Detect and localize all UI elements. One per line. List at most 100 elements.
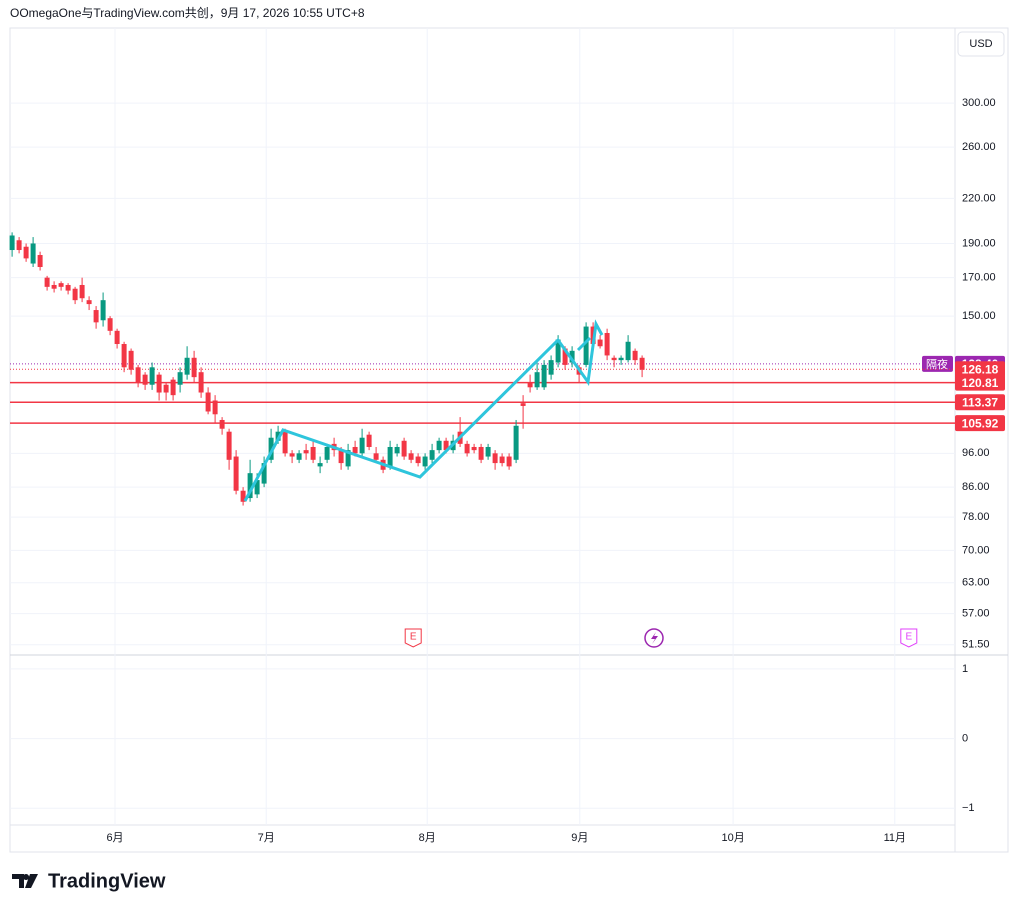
currency-button[interactable] — [957, 31, 1005, 57]
y-tick-label: 190.00 — [962, 237, 996, 249]
candle-body — [429, 450, 435, 460]
brand: TradingView — [48, 870, 166, 892]
candle-body — [247, 473, 253, 499]
x-tick-label: 10月 — [721, 832, 744, 844]
candle-body — [233, 456, 239, 491]
candle-body — [149, 367, 155, 385]
y-tick-label: 96.00 — [962, 447, 990, 459]
candle-body — [527, 382, 533, 388]
candle-body — [506, 456, 512, 467]
candle-body — [205, 392, 211, 412]
price-label-box — [955, 374, 1005, 391]
x-tick-label: 11月 — [884, 832, 906, 844]
candle-body — [317, 463, 323, 467]
candle-body — [394, 446, 400, 454]
logo-mark — [12, 874, 38, 888]
y-tick-label: 1 — [962, 663, 968, 675]
candle-body — [177, 372, 183, 385]
currency: USD — [969, 38, 992, 50]
candle-body — [485, 446, 491, 457]
candle-body — [107, 318, 113, 331]
candle-body — [471, 446, 477, 451]
event-badge — [900, 628, 918, 648]
price-label-box — [955, 415, 1005, 432]
x-tick-label: 6月 — [106, 832, 123, 844]
candle-body — [611, 357, 617, 361]
candle-body — [72, 288, 78, 301]
plot: 6月 7月 8月 9月 10月 11月300.00260.00220.00190.0017… — [9, 28, 1005, 844]
candle-body — [79, 284, 85, 299]
candle-body — [9, 235, 15, 251]
candle-body — [65, 284, 71, 291]
candle-body — [51, 284, 57, 289]
candle-body — [345, 450, 351, 467]
event-icon — [651, 632, 658, 644]
candle-body — [639, 357, 645, 370]
event-badge — [404, 628, 422, 648]
y-tick-label: 78.00 — [962, 511, 990, 523]
price-label-box — [955, 394, 1005, 411]
price-label: 120.81 — [962, 376, 999, 390]
candle-body — [499, 456, 505, 464]
candle-body — [58, 283, 64, 287]
x-tick-label: 9月 — [571, 832, 588, 844]
price-label-box — [955, 361, 1005, 378]
candle-body — [198, 372, 204, 393]
candle-body — [289, 453, 295, 457]
y-tick-label: 0 — [962, 732, 968, 744]
candle-body — [268, 437, 274, 460]
candle-body — [121, 344, 127, 368]
candle-body — [555, 339, 561, 363]
price-label: 105.92 — [962, 416, 999, 430]
candle-body — [86, 300, 92, 305]
candle-body — [562, 348, 568, 365]
candle-body — [366, 434, 372, 447]
candle-body — [44, 277, 50, 287]
candle-body — [163, 384, 169, 393]
candle-body — [464, 443, 470, 454]
y-tick-label: 63.00 — [962, 577, 990, 589]
candle-body — [303, 450, 309, 454]
candle-body — [436, 440, 442, 451]
chart-frame — [9, 27, 1009, 853]
zigzag-drawing — [243, 319, 604, 502]
candle-body — [212, 400, 218, 415]
event-label: E — [905, 632, 912, 643]
candle-body — [296, 453, 302, 460]
candle-body — [219, 419, 225, 429]
y-tick-label: 220.00 — [962, 192, 996, 204]
candle-body — [618, 357, 624, 361]
candle-body — [415, 456, 421, 464]
session-tag: 隔夜 — [926, 357, 948, 371]
y-tick-label: 70.00 — [962, 544, 990, 556]
candle-body — [324, 446, 330, 460]
candle-body — [478, 446, 484, 460]
price-label: 113.37 — [962, 395, 998, 409]
candle-body — [583, 326, 589, 365]
candle-body — [541, 364, 547, 388]
candle-body — [604, 332, 610, 356]
candle-body — [534, 372, 540, 388]
candle-body — [597, 339, 603, 347]
candle-body — [310, 446, 316, 460]
candle-body — [128, 350, 134, 370]
zigzag-drawing — [576, 336, 592, 352]
candle-body — [23, 246, 29, 259]
candle-body — [373, 453, 379, 460]
candle-body — [352, 446, 358, 454]
candle-body — [520, 403, 526, 406]
candle-body — [156, 374, 162, 393]
candle-body — [261, 463, 267, 484]
candle-body — [408, 453, 414, 460]
candle-body — [282, 431, 288, 454]
y-tick-label: −1 — [962, 802, 975, 814]
x-tick-label: 8月 — [419, 832, 436, 844]
candle-body — [100, 300, 106, 321]
candle-body — [191, 357, 197, 378]
candle-body — [625, 341, 631, 361]
price-label: 126.18 — [962, 362, 999, 376]
session-tag-box — [922, 355, 953, 372]
y-tick-label: 260.00 — [962, 141, 996, 153]
y-tick-label: 300.00 — [962, 97, 996, 109]
